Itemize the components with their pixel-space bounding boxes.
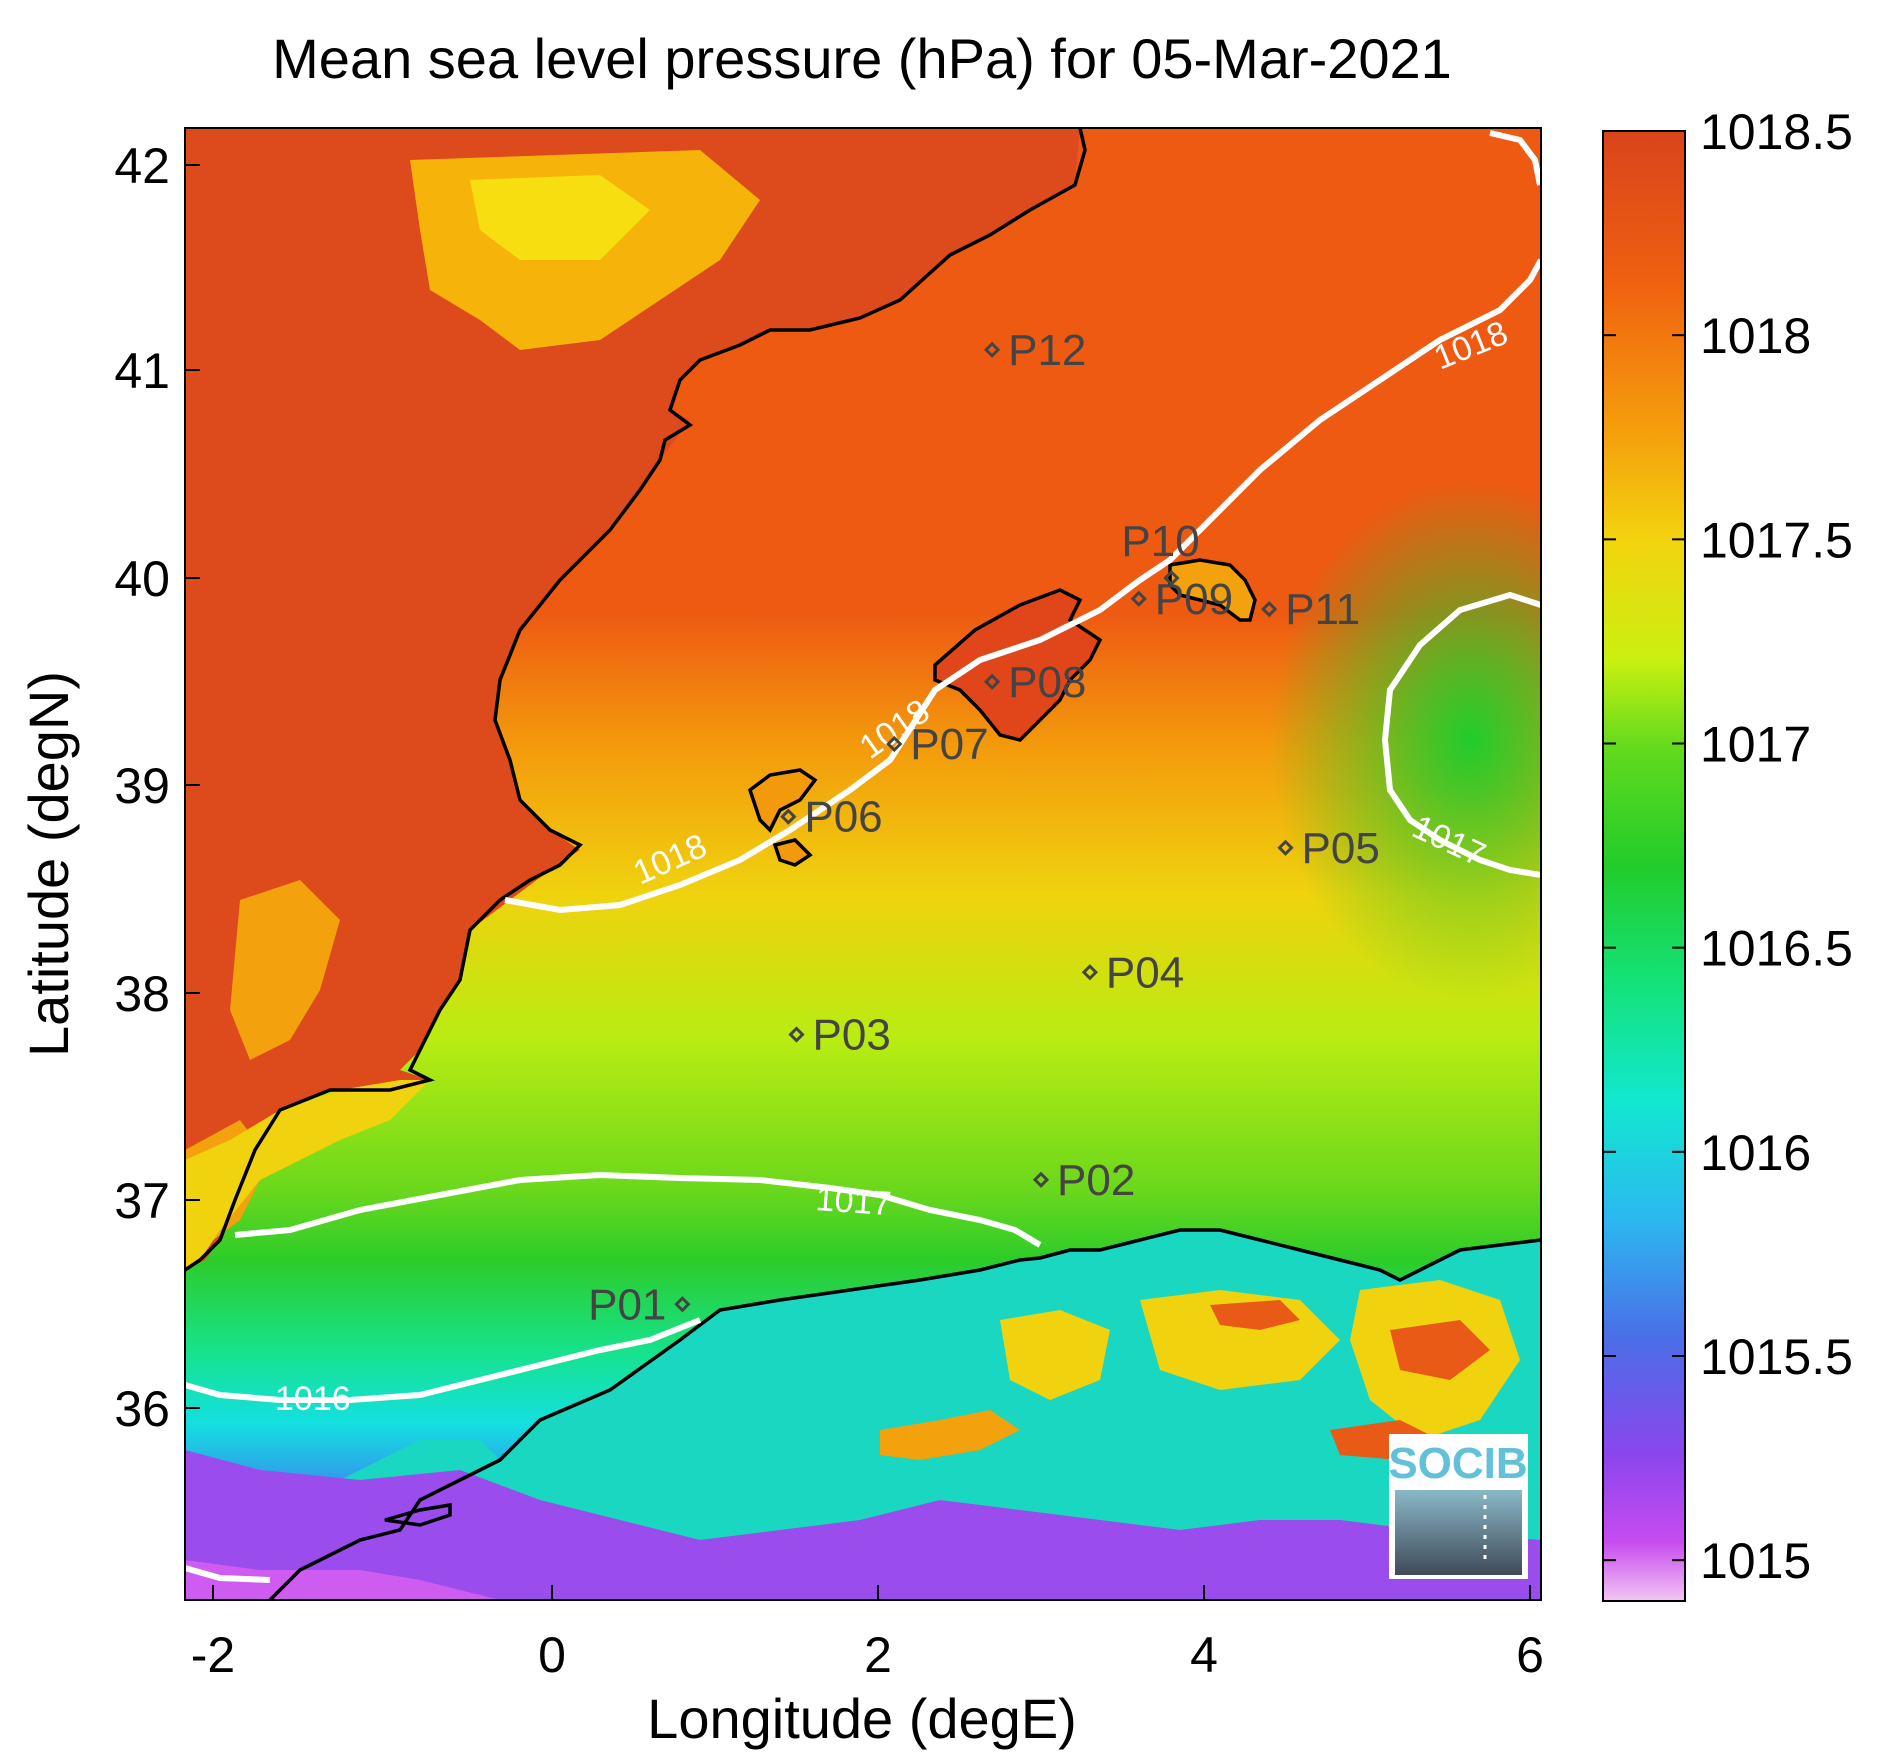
- station-label-p07: P07: [910, 720, 988, 769]
- station-marker-p11: [1261, 601, 1278, 618]
- x-tick-label: 0: [538, 1627, 566, 1683]
- x-axis: -2 0 2 4 6 Longitude (degE): [191, 1585, 1544, 1750]
- africa-highland-1: [880, 1410, 1020, 1460]
- pressure-field-green-area: [1270, 480, 1541, 1000]
- y-tick-label: 39: [114, 758, 170, 814]
- station-marker-p09: [1130, 590, 1147, 607]
- station-label-p12: P12: [1008, 326, 1086, 375]
- africa-highland-6: [1390, 1320, 1490, 1380]
- colorbar-gradient: [1602, 130, 1686, 1602]
- menorca-coastline: [1168, 558, 1257, 622]
- station-markers: P01 P02 P03 P04 P05 P06 P07 P08 P09 P10 P11 P12: [588, 326, 1380, 1330]
- ibiza-land: [750, 770, 815, 830]
- station-label-p11: P11: [1285, 585, 1360, 634]
- station-marker-p04: [1081, 964, 1099, 981]
- contour-1017-east: [1381, 591, 1541, 878]
- iberia-coastline: [185, 128, 1087, 1272]
- plot-area: 1018 1018 1018 1017 1017 1016 P01P02P03P…: [185, 128, 1541, 1600]
- station-marker-p12: [983, 341, 1001, 358]
- colorbar-tick-label: 1017: [1700, 717, 1811, 773]
- x-tick-label: 4: [1190, 1627, 1218, 1683]
- colorbar-ticks: 1018.5 1018 1017.5 1017 1016.5 1016 1015.5 1015: [1603, 104, 1853, 1589]
- africa-highland-4: [1210, 1300, 1300, 1330]
- colorbar-tick-label: 1016.5: [1700, 921, 1853, 977]
- x-tick-label: -2: [191, 1627, 235, 1683]
- colorbar-tick-label: 1017.5: [1700, 512, 1853, 568]
- iberia-southeast: [185, 1080, 430, 1270]
- africa-purple-band: [185, 1450, 1541, 1600]
- y-tick-label: 42: [114, 138, 170, 194]
- station-marker-p02: [1032, 1171, 1050, 1188]
- station-label-p04: P04: [1106, 948, 1184, 997]
- station-marker-p05: [1277, 839, 1294, 856]
- station-marker-p06: [780, 808, 797, 825]
- station-label-p09: P09: [1155, 575, 1233, 624]
- africa-coastline: [268, 1228, 1541, 1600]
- station-marker-p08: [983, 673, 1001, 690]
- station-marker-p01: [674, 1296, 691, 1313]
- station-label-p01: P01: [588, 1280, 666, 1329]
- formentera-coastline: [772, 838, 813, 867]
- station-label-p08: P08: [1008, 658, 1086, 707]
- colorbar-tick-label: 1015: [1700, 1533, 1811, 1589]
- station-label-p02: P02: [1057, 1156, 1135, 1205]
- iberia-land: [185, 128, 1080, 1270]
- station-label-p03: P03: [813, 1011, 891, 1060]
- station-marker-p10: [1163, 569, 1180, 587]
- colorbar-tick-label: 1015.5: [1700, 1329, 1853, 1385]
- africa-highland-2: [1000, 1310, 1110, 1400]
- mallorca-coastline: [933, 588, 1103, 742]
- y-tick-label: 40: [114, 551, 170, 607]
- y-tick-label: 37: [114, 1173, 170, 1229]
- iberia-highland-3: [230, 880, 340, 1060]
- contour-1016-sw: [185, 1565, 271, 1583]
- station-label-p05: P05: [1302, 824, 1380, 873]
- contour-1017-south: [234, 1171, 1042, 1248]
- colorbar-tick-label: 1018.5: [1700, 104, 1853, 160]
- colorbar-tick-label: 1018: [1700, 308, 1811, 364]
- socib-logo-text: SOCIB: [1388, 1439, 1527, 1488]
- contour-1016: [185, 1317, 702, 1403]
- alboran-island: [384, 1502, 452, 1527]
- contour-1018-ne: [1489, 130, 1541, 186]
- contour-label-1016: 1016: [275, 1380, 351, 1418]
- plot-frame: [184, 127, 1542, 1601]
- y-tick-label: 36: [114, 1381, 170, 1437]
- ibiza-coastline: [747, 768, 818, 833]
- y-tick-label: 41: [114, 343, 170, 399]
- socib-logo: SOCIB: [1388, 1434, 1528, 1579]
- y-axis-label: Latitude (degN): [17, 671, 80, 1057]
- contour-label-1017-b: 1017: [814, 1180, 892, 1223]
- y-tick-label: 38: [114, 966, 170, 1022]
- station-label-p06: P06: [804, 793, 882, 842]
- contour-1018: [504, 258, 1541, 914]
- iberia-highland-2: [470, 175, 650, 260]
- menorca-land: [1170, 560, 1255, 620]
- station-label-p10: P10: [1121, 517, 1199, 566]
- station-marker-p07: [886, 735, 903, 753]
- chart-title: Mean sea level pressure (hPa) for 05-Mar…: [272, 27, 1452, 90]
- colorbar: 1018.5 1018 1017.5 1017 1016.5 1016 1015.5 1015: [1602, 104, 1853, 1602]
- x-tick-label: 6: [1516, 1627, 1544, 1683]
- colorbar-tick-label: 1016: [1700, 1125, 1811, 1181]
- africa-magenta-band: [185, 1560, 500, 1600]
- station-marker-p03: [788, 1026, 805, 1043]
- y-axis: 42 41 40 39 38 37 36 Latitude (degN): [17, 138, 200, 1437]
- x-tick-label: 2: [864, 1627, 892, 1683]
- x-axis-label: Longitude (degE): [647, 1687, 1077, 1750]
